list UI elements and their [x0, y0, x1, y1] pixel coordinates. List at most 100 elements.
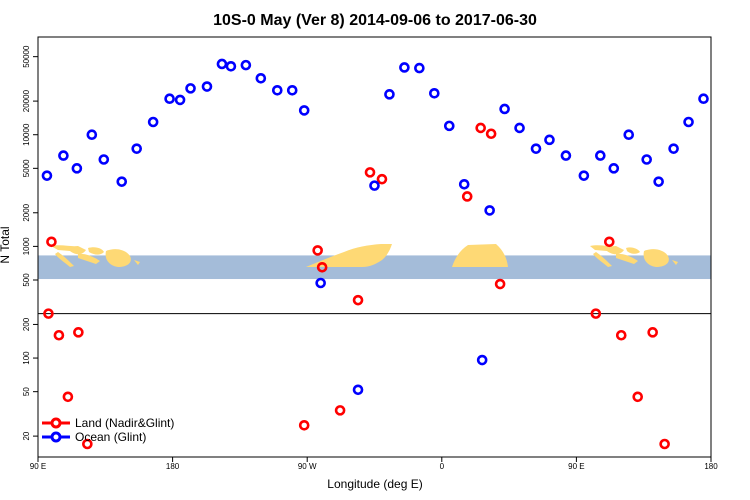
ocean-point: [131, 143, 143, 154]
ocean-point: [98, 154, 110, 165]
y-tick-label: 20: [22, 431, 31, 440]
ocean-point: [201, 81, 213, 92]
land-point: [62, 391, 74, 403]
x-tick-label: 0: [440, 462, 445, 471]
x-axis-label: Longitude (deg E): [327, 477, 422, 491]
ocean-point: [578, 170, 590, 181]
map-ocean: [38, 255, 711, 280]
y-tick-label: 5000: [22, 159, 31, 177]
ocean-point: [560, 150, 572, 161]
ocean-point: [216, 58, 228, 70]
y-tick-label: 20000: [22, 89, 31, 112]
land-point: [647, 327, 658, 338]
land-point: [475, 122, 486, 134]
ocean-point: [225, 60, 237, 72]
y-tick-label: 2000: [22, 203, 31, 221]
ocean-point: [698, 93, 709, 105]
ocean-point: [369, 180, 380, 191]
map-band: [38, 244, 711, 280]
x-tick-label: 90 E: [568, 462, 584, 471]
ocean-point: [255, 73, 267, 84]
ocean-point: [458, 178, 470, 190]
y-tick-label: 50000: [22, 45, 31, 68]
legend: Land (Nadir&Glint) Ocean (Glint): [42, 416, 174, 444]
ocean-point: [484, 205, 495, 216]
land-point: [615, 329, 627, 341]
legend-ocean-label: Ocean (Glint): [75, 430, 146, 444]
chart-title: 10S-0 May (Ver 8) 2014-09-06 to 2017-06-…: [213, 12, 537, 29]
x-tick-label: 180: [704, 462, 718, 471]
ocean-point: [443, 120, 455, 132]
ocean-point: [315, 277, 326, 289]
ocean-point: [58, 150, 69, 161]
ocean-point: [414, 62, 425, 74]
ocean-point: [286, 84, 298, 96]
ocean-point: [608, 163, 620, 174]
ocean-point: [71, 163, 83, 174]
ocean-point: [429, 87, 440, 99]
land-point: [590, 308, 602, 319]
y-tick-label: 100: [22, 351, 31, 365]
ocean-point: [86, 129, 98, 141]
y-tick-label: 200: [22, 317, 31, 331]
y-tick-label: 50: [22, 387, 31, 396]
series-land: [43, 122, 670, 450]
ocean-point: [41, 170, 53, 181]
land-point: [364, 167, 376, 178]
x-tick-label: 90 E: [30, 462, 46, 471]
land-point: [376, 173, 388, 185]
x-axis: 90 E 180 90 W 0 90 E 180: [30, 457, 718, 471]
ocean-point: [174, 94, 186, 106]
ocean-point: [271, 84, 283, 96]
land-point: [632, 391, 644, 403]
ocean-point: [530, 143, 542, 154]
land-point: [334, 405, 346, 416]
series-ocean: [41, 58, 709, 396]
land-point: [298, 419, 310, 431]
ocean-point: [352, 384, 364, 396]
land-point: [46, 236, 57, 248]
ocean-point: [399, 62, 410, 73]
ocean-point: [240, 59, 252, 71]
y-tick-label: 500: [22, 273, 31, 287]
plot-frame: [37, 36, 712, 458]
legend-ocean-marker: [50, 431, 62, 443]
ocean-point: [476, 354, 488, 366]
ocean-point: [164, 93, 175, 105]
ocean-point: [116, 176, 128, 187]
x-tick-label: 90 W: [298, 462, 317, 471]
y-axis-label: N Total: [0, 226, 12, 263]
land-point: [312, 245, 323, 256]
land-point: [73, 327, 84, 338]
ocean-point: [683, 116, 694, 128]
legend-land-label: Land (Nadir&Glint): [75, 416, 174, 430]
land-point: [352, 294, 364, 306]
ocean-point: [298, 105, 310, 116]
land-point: [316, 261, 328, 273]
ocean-point: [147, 116, 159, 128]
ocean-point: [185, 83, 196, 94]
map-land: [51, 244, 678, 267]
land-point: [494, 278, 506, 290]
ocean-point: [623, 129, 635, 141]
ocean-point: [595, 150, 606, 161]
ocean-point: [641, 154, 652, 165]
land-point: [604, 236, 615, 248]
y-tick-label: 10000: [22, 123, 31, 146]
ocean-point: [514, 122, 525, 134]
land-point: [82, 438, 93, 450]
land-point: [43, 308, 54, 319]
ocean-point: [384, 89, 395, 100]
land-point: [659, 438, 670, 450]
x-tick-label: 180: [166, 462, 180, 471]
y-tick-label: 1000: [22, 237, 31, 255]
ocean-point: [499, 103, 510, 115]
land-point: [485, 128, 497, 140]
land-point: [53, 329, 65, 341]
y-axis: 20 50 100 200 500 1000 2000 5000 10000 20000 50000: [22, 45, 38, 441]
legend-land-marker: [50, 417, 62, 429]
ocean-point: [653, 176, 664, 187]
ocean-point: [668, 143, 679, 154]
land-point: [461, 191, 473, 202]
